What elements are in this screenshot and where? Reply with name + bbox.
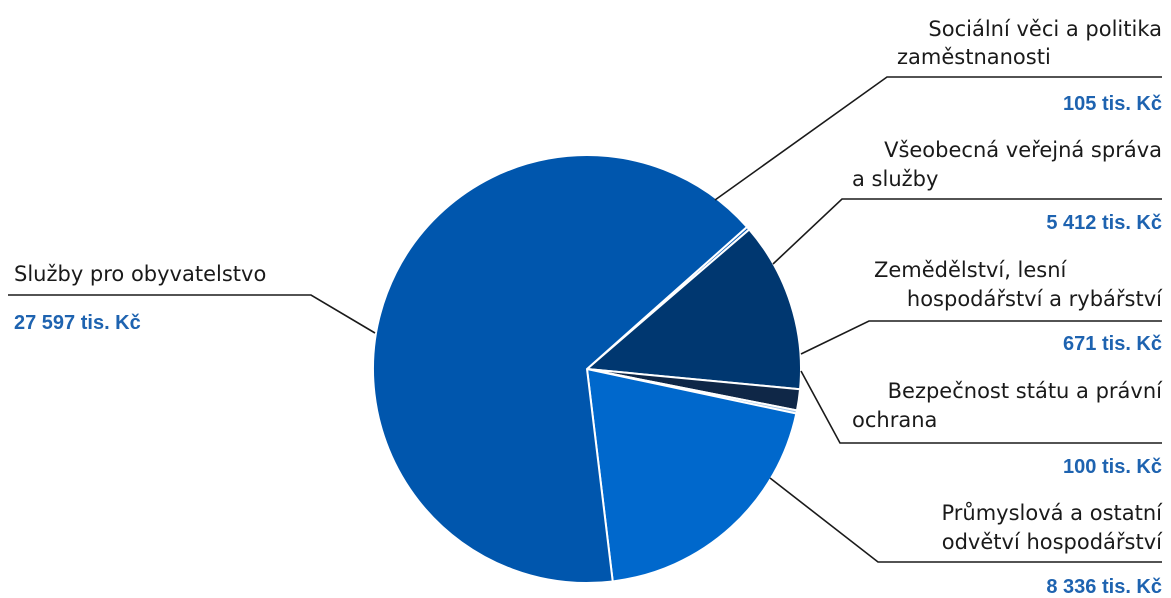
pie-slice-sluzby (372, 154, 749, 584)
leader-prumyslova (769, 477, 1162, 563)
slice-value-prumyslova: 8 336 tis. Kč (1046, 576, 1162, 598)
pie-slice-prumyslova (585, 367, 798, 583)
slice-value-socialni: 105 tis. Kč (1063, 93, 1162, 115)
leader-bezpecnost (800, 370, 1162, 444)
pie-slice-vseobecna (584, 228, 802, 391)
slice-label-bezpecnost-line1: Bezpečnost státu a právní (888, 379, 1164, 403)
slice-label-zemedelstvi-line2: hospodářství a rybářství (907, 287, 1163, 311)
slice-label-sluzby: Služby pro obyvatelstvo (14, 262, 266, 286)
pie-slices (372, 154, 802, 584)
slice-label-prumyslova-line2: odvětví hospodářství (942, 530, 1163, 554)
slice-label-vseobecna-line2: a služby (852, 167, 938, 191)
slice-value-zemedelstvi: 671 tis. Kč (1063, 333, 1162, 355)
leader-sluzby (8, 294, 376, 334)
slice-value-bezpecnost: 100 tis. Kč (1063, 456, 1162, 478)
leader-socialni (714, 76, 1162, 201)
slice-label-socialni-line2: zaměstnanosti (897, 45, 1051, 69)
leader-zemedelstvi (800, 320, 1162, 355)
slice-label-socialni-line1: Sociální věci a politika (928, 17, 1162, 41)
slice-value-sluzby: 27 597 tis. Kč (14, 312, 141, 334)
slice-label-bezpecnost-line2: ochrana (852, 408, 937, 432)
leader-vseobecna (772, 198, 1162, 265)
leader-lines (8, 76, 1162, 563)
slice-value-vseobecna: 5 412 tis. Kč (1046, 212, 1162, 234)
slice-label-vseobecna-line1: Všeobecná veřejná správa (884, 138, 1162, 162)
slice-label-prumyslova-line1: Průmyslová a ostatní (941, 501, 1163, 525)
slice-label-zemedelstvi-line1: Zemědělství, lesní (874, 258, 1068, 282)
